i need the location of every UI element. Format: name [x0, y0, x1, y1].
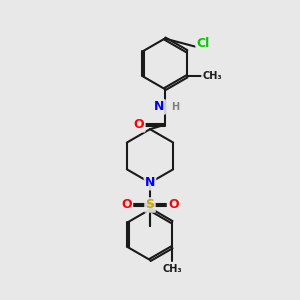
Text: H: H [171, 102, 179, 112]
Text: N: N [145, 176, 155, 189]
Text: CH₃: CH₃ [162, 264, 182, 274]
Text: O: O [169, 199, 179, 212]
Text: O: O [134, 118, 144, 131]
Text: N: N [154, 100, 165, 113]
Text: S: S [146, 199, 154, 212]
Text: O: O [121, 199, 131, 212]
Text: Cl: Cl [196, 37, 210, 50]
Text: CH₃: CH₃ [202, 71, 222, 81]
